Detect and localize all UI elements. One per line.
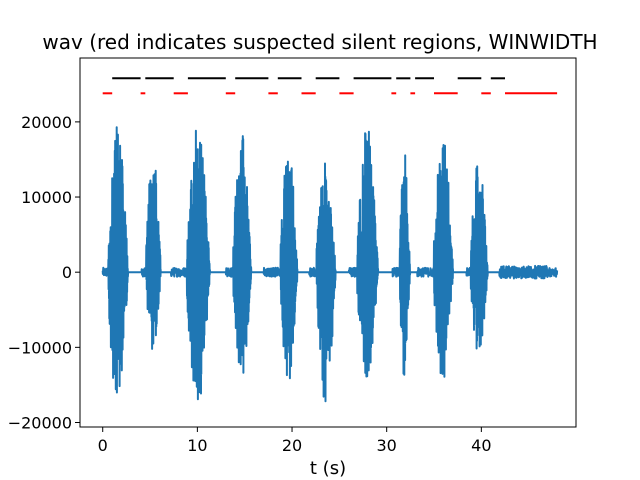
- y-tick-label: 10000: [21, 188, 72, 207]
- y-tick-label: −10000: [8, 338, 72, 357]
- x-tick-label: 30: [377, 436, 397, 455]
- x-tick-label: 10: [187, 436, 207, 455]
- x-tick-label: 40: [471, 436, 491, 455]
- x-tick-label: 20: [282, 436, 302, 455]
- plot-frame: [79, 57, 577, 428]
- y-tick-label: 20000: [21, 113, 72, 132]
- x-tick-label: 0: [98, 436, 108, 455]
- y-tick-label: 0: [62, 263, 72, 282]
- x-axis-label: t (s): [310, 458, 346, 479]
- y-tick-label: −20000: [8, 413, 72, 432]
- x-axis: 0 10 20 30 40: [98, 427, 492, 455]
- waveform-series-line: [101, 126, 559, 403]
- plot-area: [101, 77, 559, 403]
- y-axis: −20000 −10000 0 10000 20000: [8, 113, 80, 432]
- chart-title: wav (red indicates suspected silent regi…: [42, 30, 597, 54]
